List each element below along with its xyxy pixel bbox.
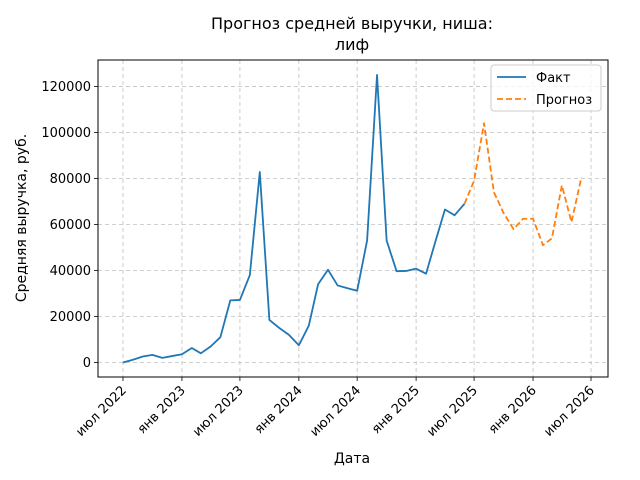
x-tick-label: июл 2026 [541, 383, 598, 440]
y-tick-label: 120000 [41, 80, 91, 95]
chart-title-line1: Прогноз средней выручки, ниша: [211, 14, 493, 33]
grid [98, 60, 608, 377]
x-tick-label: июл 2025 [424, 383, 481, 440]
legend: Факт Прогноз [490, 64, 602, 112]
y-axis-ticks: 0 20000 40000 60000 80000 100000 120000 [41, 80, 98, 371]
y-tick-label: 100000 [41, 126, 91, 141]
plot-area-frame [97, 59, 609, 378]
x-axis-ticks: июл 2022 янв 2023 июл 2023 янв 2024 июл 2024… [73, 377, 598, 440]
y-tick-label: 40000 [50, 264, 91, 279]
y-tick-label: 0 [83, 356, 91, 371]
x-axis-label: Дата [334, 451, 370, 467]
x-tick-label: июл 2023 [190, 383, 247, 440]
x-tick-label: янв 2026 [486, 383, 540, 437]
x-tick-label: янв 2023 [135, 383, 189, 437]
legend-label-forecast: Прогноз [536, 93, 592, 108]
chart-title-line2: лиф [335, 35, 369, 54]
y-tick-label: 20000 [50, 310, 91, 325]
y-tick-label: 60000 [50, 218, 91, 233]
legend-label-fact: Факт [536, 71, 571, 86]
y-axis-label: Средняя выручка, руб. [14, 134, 30, 302]
plot-lines [122, 74, 583, 364]
x-tick-label: июл 2024 [307, 383, 364, 440]
x-tick-label: июл 2022 [73, 383, 130, 440]
series-line-forecast [463, 122, 583, 247]
y-tick-label: 80000 [50, 172, 91, 187]
x-tick-label: янв 2025 [369, 383, 423, 437]
series-line-fact [122, 74, 466, 364]
x-tick-label: янв 2024 [252, 383, 306, 437]
